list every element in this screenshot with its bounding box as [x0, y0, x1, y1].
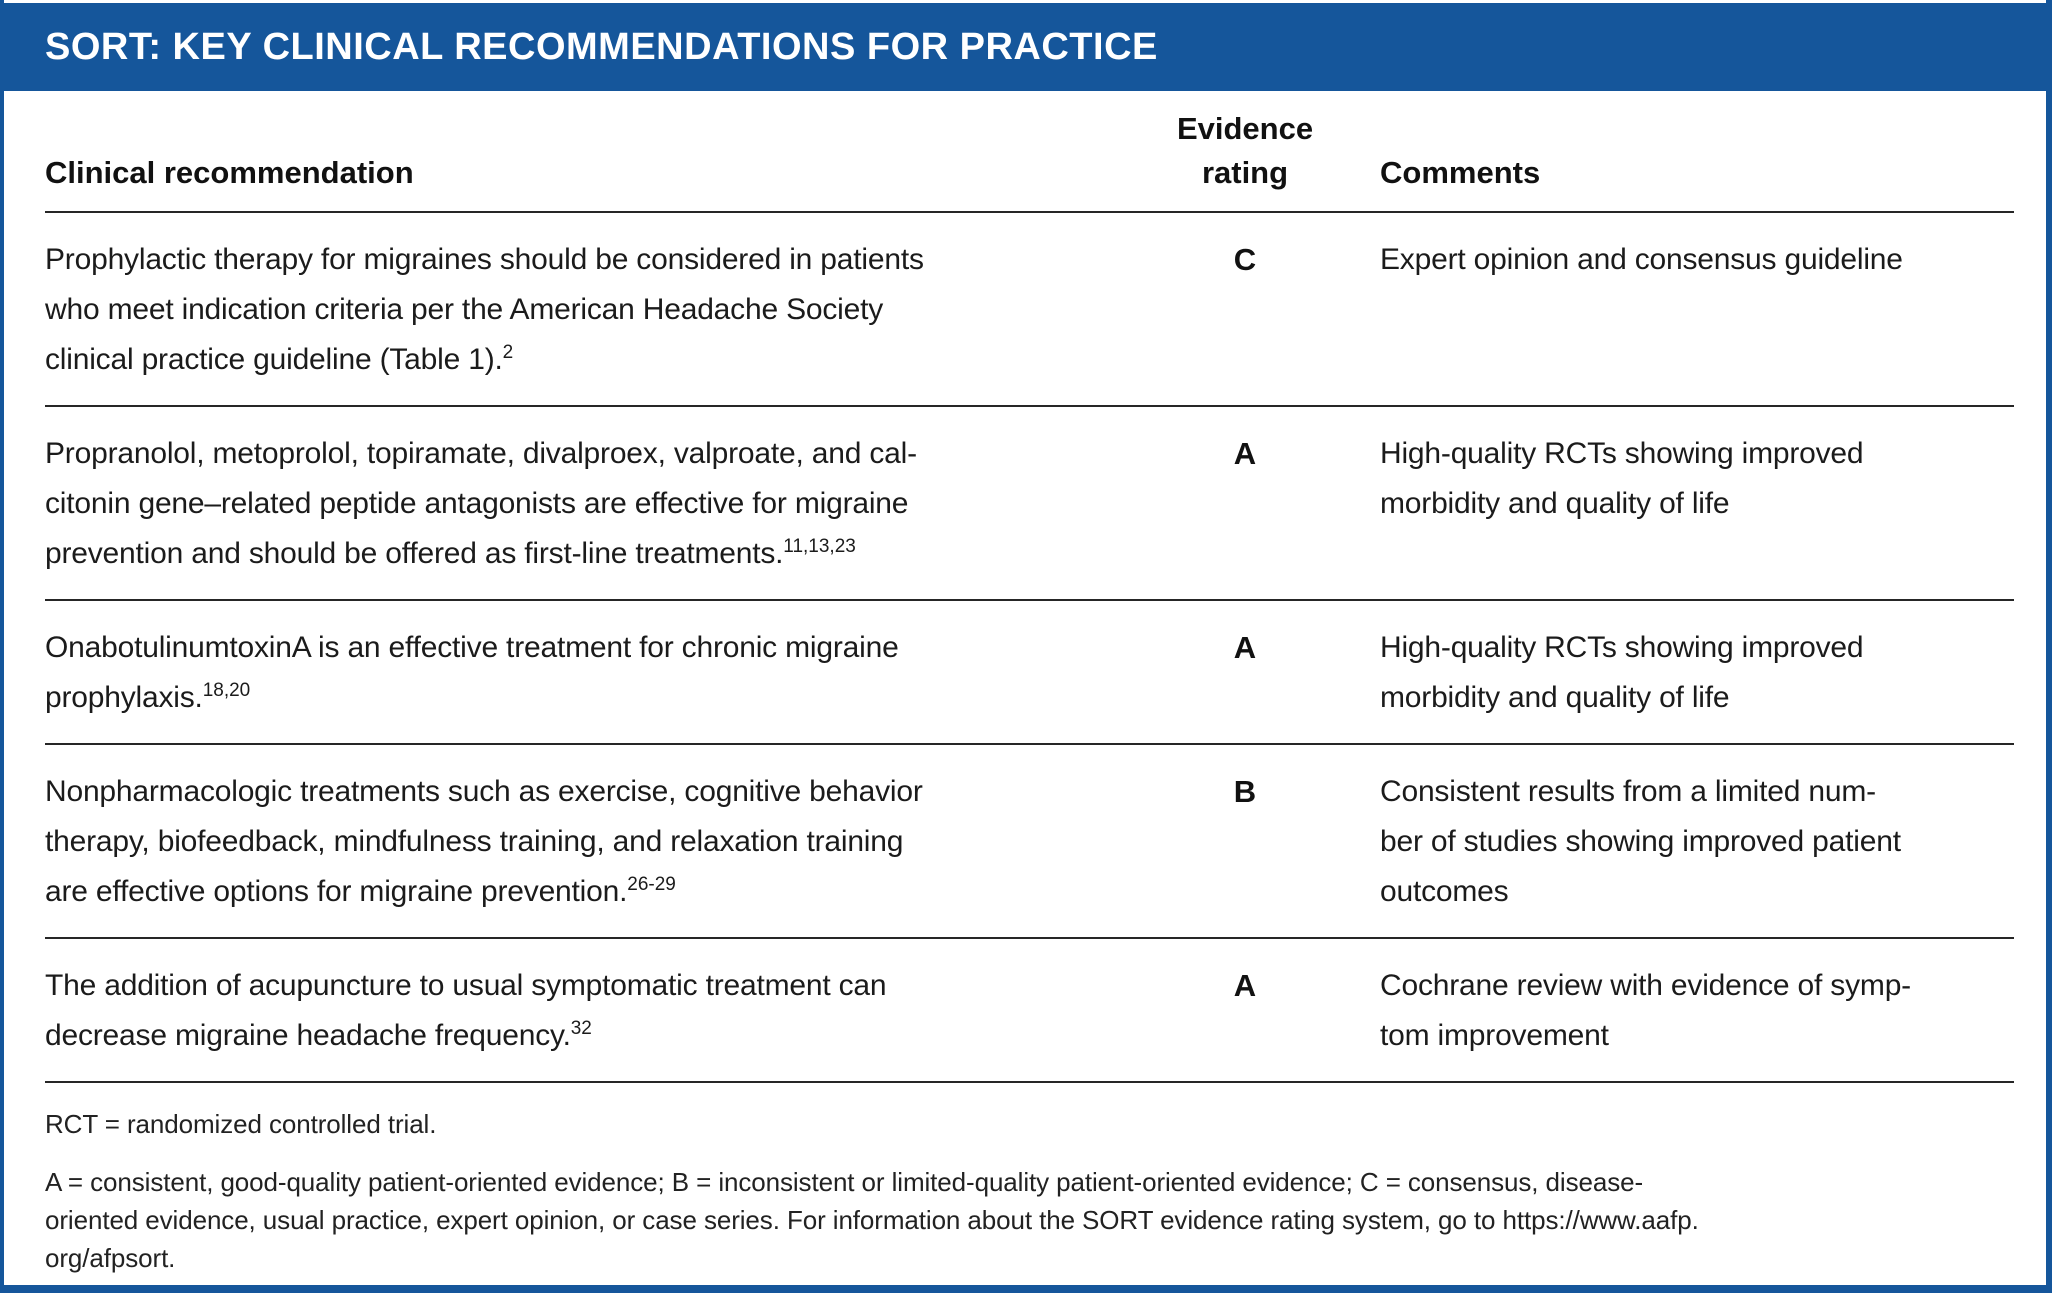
- reference-superscript: 11,13,23: [783, 536, 856, 557]
- recommendation-body: The addition of acupuncture to usual sym…: [45, 969, 887, 1052]
- recommendation-body: OnabotulinumtoxinA is an effective treat…: [45, 631, 899, 714]
- comment-text: Cochrane review with evidence of symp- t…: [1380, 969, 1911, 1052]
- table-row: The addition of acupuncture to usual sym…: [45, 939, 2014, 1083]
- table-header-row: Clinical recommendation Evidence rating …: [45, 91, 2014, 213]
- reference-superscript: 32: [570, 1018, 592, 1039]
- recommendation-text: The addition of acupuncture to usual sym…: [45, 961, 1145, 1061]
- comment-text: Expert opinion and consensus guideline: [1380, 243, 1903, 276]
- comment-text: High-quality RCTs showing improved morbi…: [1380, 631, 1864, 714]
- comment-text: High-quality RCTs showing improved morbi…: [1380, 437, 1864, 520]
- table-row: Nonpharmacologic treatments such as exer…: [45, 745, 2014, 939]
- evidence-rating-value: A: [1233, 436, 1257, 471]
- table-row: OnabotulinumtoxinA is an effective treat…: [45, 601, 2014, 745]
- rating-key-footnote: A = consistent, good-quality patient-ori…: [45, 1167, 1699, 1273]
- reference-superscript: 18,20: [202, 680, 251, 701]
- comment-text: Consistent results from a limited num- b…: [1380, 775, 1901, 908]
- recommendation-text: Propranolol, metoprolol, topiramate, div…: [45, 429, 1145, 579]
- reference-superscript: 26-29: [627, 874, 676, 895]
- footnotes-section: RCT = randomized controlled trial. A = c…: [45, 1083, 2014, 1277]
- recommendation-text: OnabotulinumtoxinA is an effective treat…: [45, 623, 1145, 723]
- table-title: SORT: KEY CLINICAL RECOMMENDATIONS FOR P…: [45, 25, 1158, 68]
- recommendation-text: Nonpharmacologic treatments such as exer…: [45, 767, 1145, 917]
- table-row: Propranolol, metoprolol, topiramate, div…: [45, 407, 2014, 601]
- table-content: Clinical recommendation Evidence rating …: [45, 91, 2014, 1277]
- abbreviation-footnote: RCT = randomized controlled trial.: [45, 1109, 437, 1139]
- evidence-rating-value: A: [1233, 630, 1257, 665]
- recommendation-body: Propranolol, metoprolol, topiramate, div…: [45, 437, 917, 570]
- reference-superscript: 2: [502, 342, 514, 363]
- evidence-rating-value: B: [1233, 774, 1257, 809]
- recommendation-body: Prophylactic therapy for migraines shoul…: [45, 243, 924, 376]
- column-header-comments: Comments: [1380, 155, 1541, 190]
- column-header-evidence-rating: Evidence rating: [1176, 111, 1314, 190]
- evidence-rating-value: A: [1233, 968, 1257, 1003]
- table-row: Prophylactic therapy for migraines shoul…: [45, 213, 2014, 407]
- recommendation-body: Nonpharmacologic treatments such as exer…: [45, 775, 923, 908]
- recommendation-text: Prophylactic therapy for migraines shoul…: [45, 235, 1145, 385]
- evidence-rating-value: C: [1233, 242, 1257, 277]
- column-header-clinical-recommendation: Clinical recommendation: [45, 155, 414, 190]
- table-title-bar: SORT: KEY CLINICAL RECOMMENDATIONS FOR P…: [4, 3, 2046, 91]
